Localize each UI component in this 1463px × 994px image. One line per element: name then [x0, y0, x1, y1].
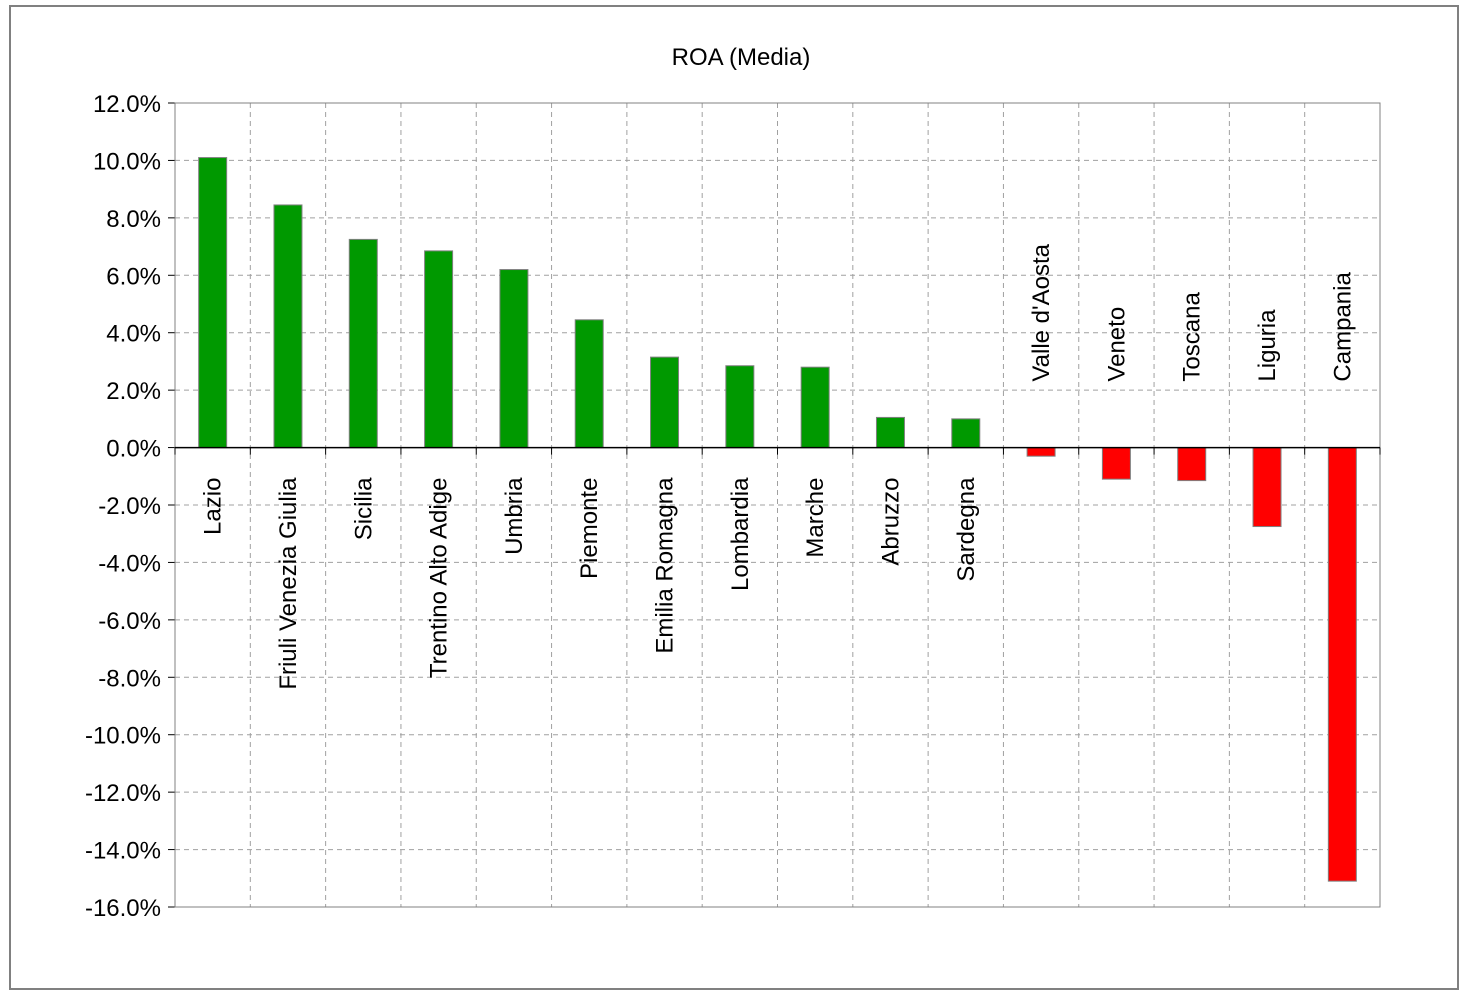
bar	[725, 365, 755, 449]
category-label: Lazio	[200, 478, 227, 535]
y-tick-label: 8.0%	[106, 206, 161, 233]
roa-bar-chart: ROA (Media) 12.0% 10.0% 8.0% 6.0% 4.0% 2.0% 0.…	[85, 44, 1381, 922]
y-tick-label: -12.0%	[85, 780, 161, 807]
y-tick-labels: 12.0% 10.0% 8.0% 6.0% 4.0% 2.0% 0.0% -2.0% -4.0%…	[85, 91, 161, 922]
bar	[1026, 447, 1056, 457]
bar	[1252, 447, 1282, 528]
bar	[348, 238, 378, 449]
bar	[1177, 447, 1207, 482]
y-tick-label: -4.0%	[98, 550, 161, 577]
y-tick-label: -6.0%	[98, 608, 161, 635]
y-tick-label: 2.0%	[106, 378, 161, 405]
category-label: Umbria	[501, 477, 528, 555]
bar	[499, 269, 529, 449]
category-label: Valle d'Aosta	[1028, 243, 1055, 381]
bar	[574, 319, 604, 449]
bar	[198, 157, 228, 449]
chart-title: ROA (Media)	[672, 44, 811, 71]
bar	[424, 250, 454, 449]
category-label: Lombardia	[727, 477, 754, 591]
bar	[800, 366, 830, 449]
bar	[1327, 447, 1357, 882]
y-tick-label: 12.0%	[93, 91, 161, 118]
bar	[951, 418, 981, 449]
category-label: Trentino Alto Adige	[426, 478, 453, 679]
bar	[273, 204, 303, 449]
y-tick-label: -16.0%	[85, 895, 161, 922]
plot-area-border	[174, 102, 1381, 908]
category-label: Campania	[1329, 272, 1356, 382]
y-tick-label: 6.0%	[106, 263, 161, 290]
category-label: Sicilia	[350, 477, 377, 540]
y-tick-label: -14.0%	[85, 838, 161, 865]
category-label: Sardegna	[953, 477, 980, 582]
bar	[1101, 447, 1131, 480]
y-tick-label: 0.0%	[106, 436, 161, 463]
axes	[168, 102, 1381, 908]
category-label: Piemonte	[576, 478, 603, 579]
category-label: Emilia Romagna	[652, 477, 679, 654]
category-label: Marche	[802, 478, 829, 558]
chart-frame: ROA (Media) 12.0% 10.0% 8.0% 6.0% 4.0% 2.0% 0.…	[9, 5, 1459, 990]
y-tick-label: 10.0%	[93, 148, 161, 175]
category-label: Toscana	[1179, 292, 1206, 382]
category-label: Abruzzo	[877, 478, 904, 566]
category-label: Veneto	[1103, 307, 1130, 382]
y-tick-label: -2.0%	[98, 493, 161, 520]
y-tick-label: 4.0%	[106, 321, 161, 348]
y-tick-label: -8.0%	[98, 665, 161, 692]
bar	[650, 356, 680, 449]
category-label: Friuli Venezia Giulia	[275, 477, 302, 690]
y-tick-label: -10.0%	[85, 723, 161, 750]
category-labels: Lazio Friuli Venezia Giulia Sicilia Trentin…	[200, 243, 1357, 689]
bars	[198, 157, 1357, 882]
category-label: Liguria	[1254, 309, 1281, 382]
bar	[875, 416, 905, 449]
